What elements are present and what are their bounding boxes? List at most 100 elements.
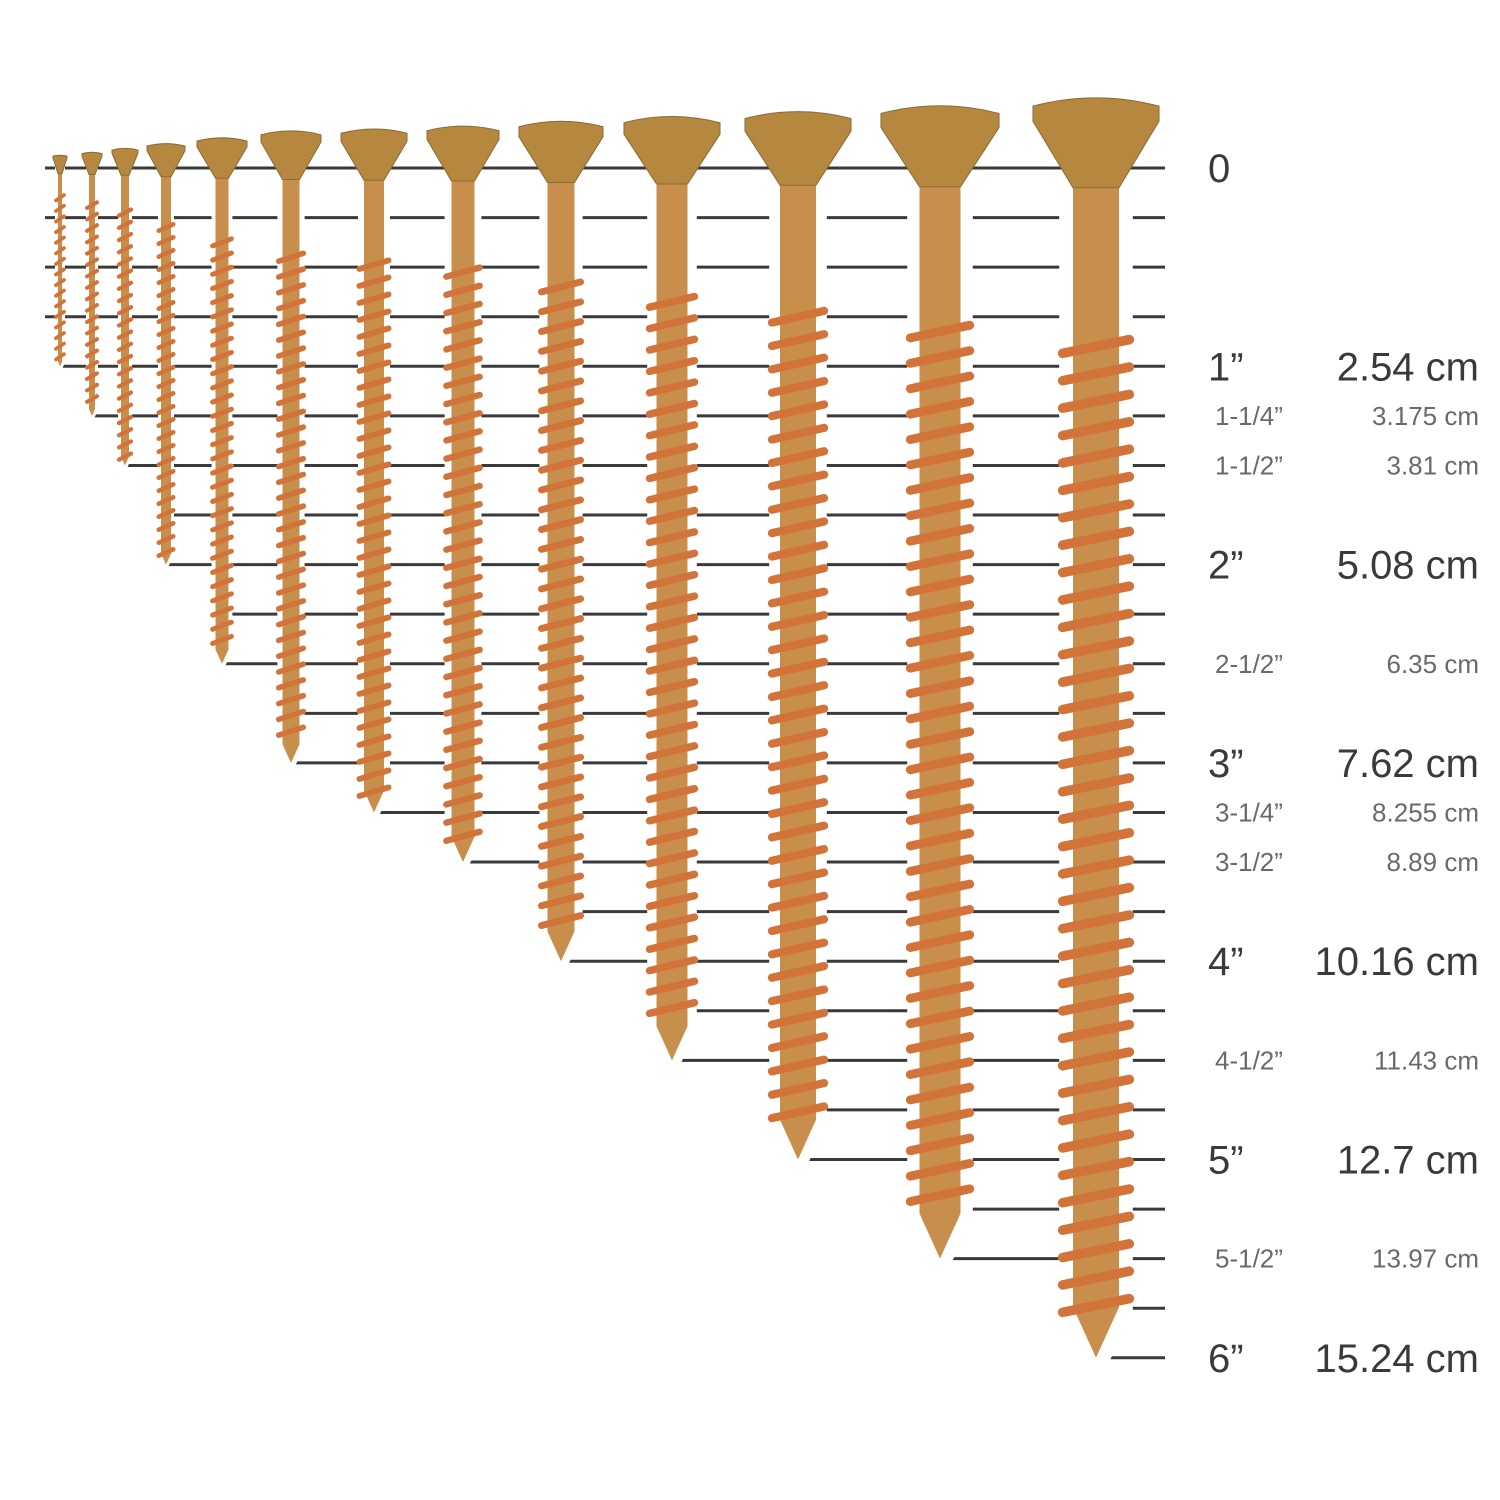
screw-thread: [210, 506, 234, 519]
screw-thread: [645, 763, 699, 782]
screw-thread: [443, 373, 483, 390]
screw-thread: [645, 913, 699, 932]
screw-thread: [767, 985, 829, 1006]
screw-thread: [356, 665, 392, 680]
screw-thread: [116, 280, 134, 292]
screw-head: [880, 105, 1000, 188]
screw-thread: [116, 317, 134, 328]
inch-label: 2-1/2”: [1215, 649, 1283, 679]
screw-head: [340, 128, 408, 181]
screw-thread: [85, 325, 99, 336]
screw-thread: [1057, 800, 1135, 824]
screw-thread: [156, 468, 176, 481]
screw-thread: [275, 645, 307, 659]
inch-label: 3”: [1208, 742, 1244, 786]
screw-thread: [1057, 965, 1135, 989]
screw-head: [426, 125, 500, 182]
screw-head: [52, 154, 68, 175]
screw-thread: [645, 421, 699, 440]
screw-thread: [54, 256, 66, 266]
screw-thread: [537, 575, 585, 593]
screw-thread: [645, 806, 699, 825]
screw-thread: [537, 832, 585, 850]
screw-thread: [356, 359, 392, 374]
screw-thread: [210, 420, 234, 433]
screw-thread: [1057, 1074, 1135, 1098]
screw-thread: [210, 335, 234, 348]
screw-thread: [275, 297, 307, 312]
screw-thread: [356, 614, 392, 629]
screw-thread: [767, 400, 829, 421]
cm-label: 5.08 cm: [1337, 544, 1479, 588]
screw-thread: [85, 268, 99, 279]
screw-thread: [85, 234, 99, 245]
screw-thread: [905, 1159, 975, 1181]
screw-thread: [443, 719, 483, 735]
screw-thread: [210, 293, 234, 306]
screw-thread: [645, 485, 699, 504]
screw-thread: [645, 720, 699, 739]
inch-label: 1”: [1208, 345, 1244, 389]
screw-thread: [537, 456, 585, 474]
screw-thread: [537, 634, 585, 652]
screw-thread: [210, 477, 234, 490]
screw-thread: [54, 267, 66, 277]
inch-label: 2”: [1208, 544, 1244, 588]
screw-thread: [1057, 828, 1135, 852]
screw-thread: [210, 463, 234, 476]
screw-thread: [443, 792, 483, 808]
screw-thread: [537, 892, 585, 910]
screw-thread: [1057, 992, 1135, 1016]
screw-thread: [443, 500, 483, 517]
screw-thread: [767, 915, 829, 936]
screw-thread: [537, 674, 585, 692]
screw-thread: [116, 414, 134, 426]
screw-thread: [116, 366, 134, 377]
screw-thread: [767, 330, 829, 351]
screw-thread: [275, 598, 307, 612]
screw-thread: [537, 516, 585, 533]
screw-thread: [767, 564, 829, 585]
screw-thread: [905, 574, 975, 597]
screw-thread: [1057, 1239, 1135, 1263]
screw-thread: [356, 631, 392, 646]
screw-thread: [645, 635, 699, 654]
screw-thread: [275, 440, 307, 454]
screw-thread: [275, 677, 307, 691]
screw-thread: [356, 563, 392, 578]
screw-thread: [210, 633, 234, 646]
screw-thread: [116, 427, 134, 438]
ruler-labels: 0 1” 2.54 cm 1-1/4” 3.175 cm 1-1/2” 3.81 cm 2” 5…: [1208, 147, 1479, 1381]
screw-thread: [210, 264, 234, 277]
screw-thread: [905, 600, 975, 622]
screw-thread: [645, 570, 699, 590]
screw-thread: [443, 628, 483, 644]
screw: [623, 115, 721, 1083]
screw-thread: [905, 346, 975, 368]
screw-thread: [645, 699, 699, 718]
screw-thread: [645, 870, 699, 889]
screw-thread: [645, 506, 699, 525]
cm-label: 12.7 cm: [1337, 1139, 1479, 1183]
screw-thread: [116, 439, 134, 450]
screw-thread: [443, 355, 483, 371]
screw: [52, 154, 68, 374]
screw-thread: [1057, 608, 1135, 633]
screw-thread: [905, 930, 975, 952]
screw-thread: [1057, 745, 1135, 770]
screw-thread: [443, 446, 483, 462]
cm-label: 10.16 cm: [1314, 940, 1479, 984]
screw-thread: [85, 314, 99, 325]
screw-thread: [537, 872, 585, 890]
screw-thread: [767, 798, 829, 819]
screw-thread: [85, 280, 99, 290]
screw-thread: [645, 549, 699, 568]
screw-thread: [54, 309, 66, 319]
screw-thread: [275, 487, 307, 501]
screw-thread: [156, 442, 176, 455]
screw-thread: [645, 977, 699, 996]
screw-thread: [275, 424, 307, 438]
screw-thread: [767, 657, 829, 678]
screw-thread: [356, 274, 392, 289]
screw-thread: [54, 235, 66, 245]
